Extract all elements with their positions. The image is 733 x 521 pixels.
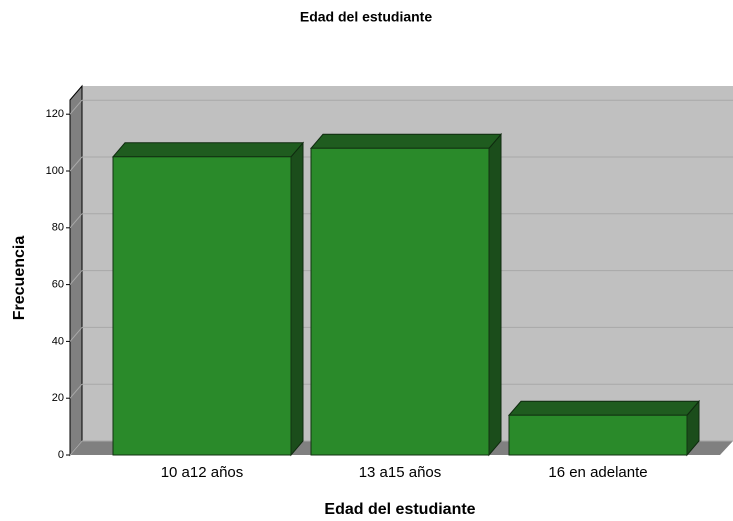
bar-side bbox=[290, 141, 304, 457]
x-tick-label: 10 a12 años bbox=[161, 464, 244, 481]
y-tick-label: 100 bbox=[46, 165, 64, 177]
chart-title: Edad del estudiante bbox=[300, 9, 432, 25]
grid-line bbox=[69, 213, 83, 229]
y-axis-label: Frecuencia bbox=[11, 236, 28, 321]
bar bbox=[508, 414, 688, 456]
y-tick-label: 120 bbox=[46, 108, 64, 120]
x-tick-label: 13 a15 años bbox=[359, 464, 442, 481]
bar bbox=[310, 147, 490, 456]
bar bbox=[112, 156, 292, 456]
grid-line bbox=[69, 270, 83, 285]
bar-side bbox=[488, 132, 502, 457]
y-tick-label: 60 bbox=[52, 279, 64, 291]
x-axis-label: Edad del estudiante bbox=[324, 501, 475, 518]
y-tick-label: 40 bbox=[52, 335, 64, 347]
grid-line bbox=[69, 327, 83, 342]
grid-line bbox=[69, 156, 83, 172]
y-tick-label: 20 bbox=[52, 392, 64, 404]
x-tick-label: 16 en adelante bbox=[548, 464, 647, 481]
bar-top bbox=[309, 133, 503, 149]
bar-top bbox=[111, 142, 305, 158]
y-tick-label: 0 bbox=[58, 449, 64, 461]
bars bbox=[111, 132, 701, 457]
grid-line bbox=[69, 383, 83, 399]
grid-line bbox=[69, 440, 83, 456]
bar-top bbox=[507, 400, 701, 416]
grid-line bbox=[69, 99, 83, 115]
side-wall bbox=[69, 84, 83, 457]
y-tick-label: 80 bbox=[52, 222, 64, 234]
